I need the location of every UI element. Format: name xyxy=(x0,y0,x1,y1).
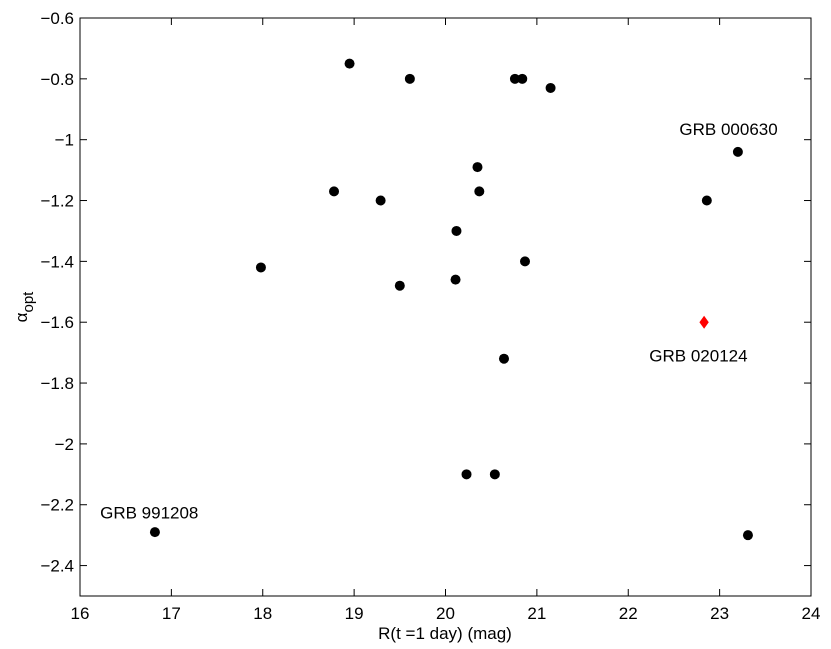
data-point xyxy=(329,186,340,197)
data-point xyxy=(519,256,530,267)
plot-frame xyxy=(79,17,812,597)
data-point xyxy=(517,73,528,84)
data-point xyxy=(461,469,472,480)
x-tick-label: 20 xyxy=(436,604,455,623)
data-point xyxy=(742,530,753,541)
y-axis-label-main: α xyxy=(12,312,31,322)
data-point xyxy=(255,262,266,273)
x-tick-label: 17 xyxy=(162,604,181,623)
annotation-label: GRB 000630 xyxy=(679,120,777,139)
y-tick-label: −1.8 xyxy=(40,374,74,393)
data-point xyxy=(404,73,415,84)
annotations: GRB 000630 GRB 020124 GRB 991208 xyxy=(100,120,778,522)
y-tick-label: −1.2 xyxy=(40,192,74,211)
x-tick-label: 22 xyxy=(619,604,638,623)
data-point xyxy=(732,146,743,157)
x-tick-label: 18 xyxy=(253,604,272,623)
data-point xyxy=(489,469,500,480)
y-tick-label: −1.6 xyxy=(40,313,74,332)
data-points xyxy=(149,58,753,541)
axis-ticks xyxy=(79,17,812,596)
y-tick-label: −2.2 xyxy=(40,496,74,515)
data-point xyxy=(149,527,160,538)
data-point xyxy=(375,195,386,206)
y-tick-label: −2.4 xyxy=(40,557,74,576)
x-tick-label: 21 xyxy=(527,604,546,623)
y-tick-label: −0.6 xyxy=(40,9,74,28)
x-tick-label: 24 xyxy=(802,604,821,623)
data-point xyxy=(472,162,483,173)
plot-background xyxy=(80,18,811,596)
data-point xyxy=(451,225,462,236)
data-point xyxy=(474,186,485,197)
annotation-label: GRB 991208 xyxy=(100,503,198,522)
data-point-diamond xyxy=(699,315,709,329)
y-tick-label: −0.8 xyxy=(40,70,74,89)
x-axis-label: R(t =1 day) (mag) xyxy=(378,624,512,643)
y-tick-label: −1 xyxy=(55,131,74,150)
annotation-label: GRB 020124 xyxy=(649,347,747,366)
y-tick-label: −1.4 xyxy=(40,252,74,271)
y-tick-label: −2 xyxy=(55,435,74,454)
data-point xyxy=(498,353,509,364)
x-tick-label: 16 xyxy=(71,604,90,623)
data-point xyxy=(545,82,556,93)
tick-labels: 16 17 18 19 20 21 22 23 24 −2.4 −2.2 −2 −1.8 −1.6 −1.4… xyxy=(40,9,820,623)
data-point xyxy=(509,73,520,84)
y-axis-label: αopt xyxy=(12,291,37,323)
x-tick-label: 23 xyxy=(710,604,729,623)
data-point xyxy=(344,58,355,69)
data-point xyxy=(450,274,461,285)
x-tick-label: 19 xyxy=(345,604,364,623)
data-point xyxy=(394,280,405,291)
y-axis-label-sub: opt xyxy=(20,291,37,313)
data-point xyxy=(701,195,712,206)
